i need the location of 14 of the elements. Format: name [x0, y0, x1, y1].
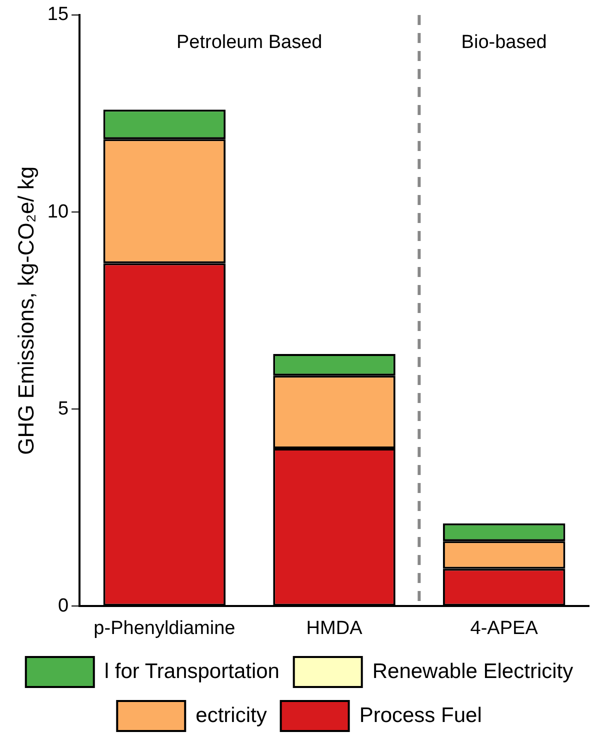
y-tick-label: 15 — [47, 4, 69, 26]
legend-label: Renewable Electricity — [372, 660, 574, 683]
y-axis-title: GHG Emissions, kg-CO₂e/ kg — [13, 166, 38, 455]
annotation: Petroleum Based — [176, 32, 322, 54]
x-tick-label: p-Phenyldiamine — [94, 618, 236, 639]
y-tick-label: 0 — [58, 595, 69, 616]
x-tick-label: HMDA — [306, 618, 363, 639]
y-tick-label: 10 — [47, 201, 69, 222]
y-tick-label: 5 — [58, 398, 69, 420]
legend-label: Process Fuel — [359, 704, 482, 727]
x-tick-label: 4-APEA — [470, 618, 538, 639]
annotation: Bio-based — [461, 32, 547, 54]
legend-label: ectricity — [196, 704, 268, 727]
legend-label: l for Transportation — [104, 660, 280, 683]
